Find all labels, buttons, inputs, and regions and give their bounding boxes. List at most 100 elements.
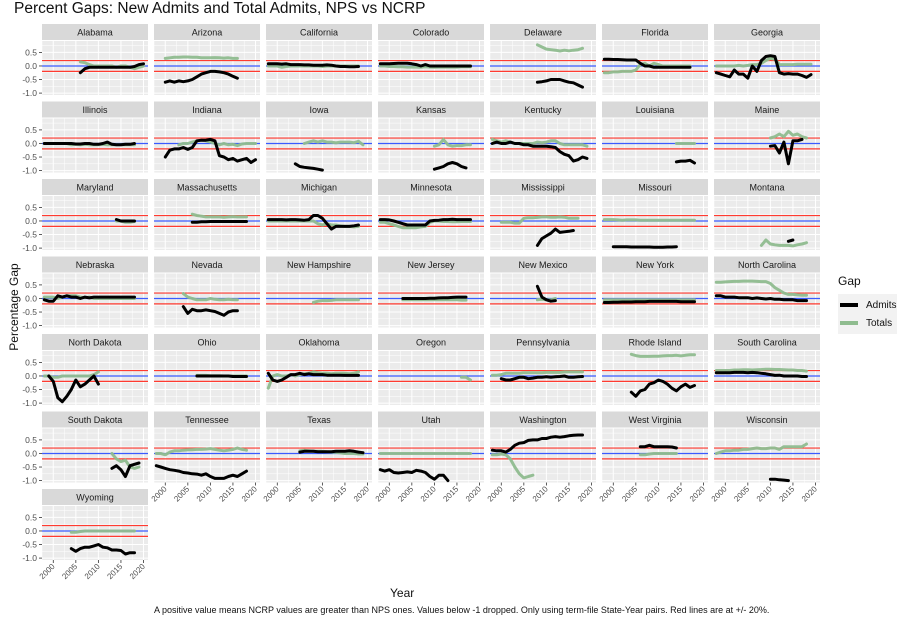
panel-background bbox=[602, 118, 708, 173]
y-tick-label: -1.0 bbox=[22, 476, 37, 486]
facet-label: Tennessee bbox=[185, 415, 229, 425]
series-totals bbox=[490, 370, 584, 377]
panel-background bbox=[266, 118, 372, 173]
legend: Gap Admits Totals bbox=[838, 274, 897, 334]
facet-strip bbox=[266, 101, 372, 118]
y-tick-label: -0.5 bbox=[22, 462, 37, 472]
series-admits bbox=[42, 140, 136, 147]
series-totals bbox=[311, 298, 360, 304]
series-totals bbox=[714, 442, 808, 455]
facet-label: California bbox=[300, 28, 338, 38]
series-totals bbox=[602, 218, 696, 222]
y-tick-label: -0.5 bbox=[22, 307, 37, 317]
facet-strip bbox=[154, 256, 260, 273]
facet-strip bbox=[714, 101, 820, 118]
facet-strip bbox=[378, 101, 484, 118]
facet-label: Wyoming bbox=[76, 493, 113, 503]
series-totals bbox=[759, 238, 808, 248]
panel-background bbox=[602, 351, 708, 405]
facet-strip bbox=[602, 24, 708, 40]
facet-strip bbox=[42, 334, 148, 350]
series-admits bbox=[163, 137, 257, 164]
series-admits bbox=[181, 305, 239, 317]
series-totals bbox=[629, 352, 696, 358]
x-tick-label: 2010 bbox=[195, 484, 214, 503]
x-tick-label: 2005 bbox=[284, 484, 303, 503]
facet-strip bbox=[378, 334, 484, 350]
facet-label: Maine bbox=[755, 105, 780, 115]
panel-background bbox=[602, 428, 708, 483]
x-tick-label: 2015 bbox=[217, 484, 236, 503]
y-tick-label: 0.0 bbox=[25, 448, 37, 458]
facet-strip bbox=[490, 24, 596, 40]
series-admits bbox=[163, 69, 239, 84]
legend-swatch-admits bbox=[840, 303, 858, 307]
y-tick-label: -0.5 bbox=[22, 230, 37, 240]
series-totals bbox=[714, 56, 813, 68]
facet-strip bbox=[378, 24, 484, 40]
x-tick-label: 2015 bbox=[777, 484, 796, 503]
series-admits bbox=[190, 220, 248, 224]
facet-label: Florida bbox=[641, 28, 669, 38]
series-totals bbox=[535, 43, 584, 53]
y-tick-label: -1.0 bbox=[22, 553, 37, 563]
facet-strip bbox=[378, 179, 484, 195]
x-tick-label: 2010 bbox=[307, 484, 326, 503]
facet-label: North Dakota bbox=[68, 338, 121, 348]
series-admits bbox=[378, 61, 472, 68]
series-admits bbox=[768, 477, 790, 483]
x-tick-label: 2000 bbox=[150, 484, 169, 503]
y-tick-label: -0.5 bbox=[22, 152, 37, 162]
series-admits bbox=[266, 214, 360, 231]
y-tick-label: 0.5 bbox=[25, 280, 37, 290]
facet-label: Michigan bbox=[301, 183, 337, 193]
facet-label: New York bbox=[636, 260, 675, 270]
facet-strip bbox=[714, 24, 820, 40]
x-tick-label: 2005 bbox=[172, 484, 191, 503]
x-tick-label: 2015 bbox=[553, 484, 572, 503]
series-admits bbox=[110, 461, 141, 478]
facet-label: Kansas bbox=[416, 105, 447, 115]
panel-background bbox=[602, 196, 708, 250]
facet-label: Oregon bbox=[416, 338, 446, 348]
facet-label: Minnesota bbox=[410, 183, 452, 193]
y-tick-label: 0.0 bbox=[25, 61, 37, 71]
x-tick-label: 2010 bbox=[419, 484, 438, 503]
series-totals bbox=[190, 212, 248, 219]
facet-label: South Dakota bbox=[68, 415, 123, 425]
facet-label: West Virginia bbox=[629, 415, 682, 425]
facet-label: Colorado bbox=[413, 28, 450, 38]
facet-label: New Jersey bbox=[407, 260, 455, 270]
x-tick-label: 2020 bbox=[688, 484, 707, 503]
facet-label: Massachusetts bbox=[177, 183, 238, 193]
series-totals bbox=[42, 370, 100, 379]
facet-strip bbox=[42, 179, 148, 195]
series-totals bbox=[490, 452, 535, 480]
x-tick-label: 2010 bbox=[755, 484, 774, 503]
y-tick-label: -0.5 bbox=[22, 385, 37, 395]
facet-strip bbox=[154, 24, 260, 40]
series-admits bbox=[714, 294, 808, 303]
series-admits bbox=[786, 238, 795, 243]
x-tick-label: 2000 bbox=[486, 484, 505, 503]
facet-label: Texas bbox=[307, 415, 331, 425]
x-tick-label: 2015 bbox=[441, 484, 460, 503]
facet-strip bbox=[42, 24, 148, 40]
series-admits bbox=[535, 78, 584, 89]
series-admits bbox=[490, 433, 584, 454]
facet-strip bbox=[154, 334, 260, 350]
series-admits bbox=[47, 374, 100, 404]
x-tick-label: 2010 bbox=[531, 484, 550, 503]
series-totals bbox=[714, 279, 808, 297]
series-totals bbox=[163, 55, 239, 60]
series-admits bbox=[629, 378, 696, 398]
facet-label: Pennsylvania bbox=[516, 338, 570, 348]
facet-label: North Carolina bbox=[738, 260, 796, 270]
series-admits bbox=[266, 62, 360, 69]
legend-item-totals: Totals bbox=[838, 314, 897, 332]
series-admits bbox=[638, 443, 678, 450]
x-axis-label: Year bbox=[390, 586, 415, 600]
y-tick-label: -1.0 bbox=[22, 166, 37, 176]
facet-label: Nevada bbox=[191, 260, 222, 270]
panel-background bbox=[714, 428, 820, 483]
